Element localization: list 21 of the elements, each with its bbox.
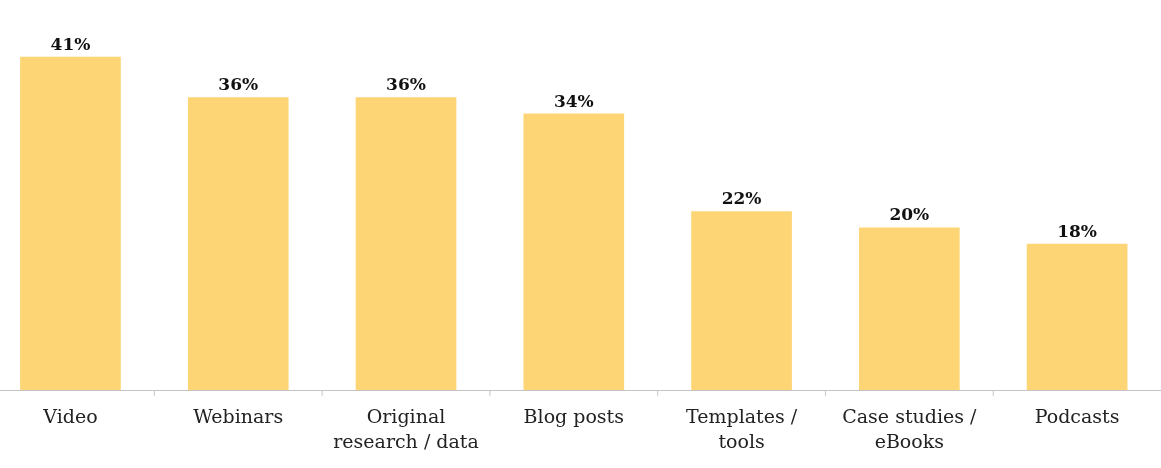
data-label: 36% bbox=[386, 74, 426, 95]
bar bbox=[859, 227, 960, 390]
x-tick-label: Video bbox=[42, 404, 98, 427]
x-tick-label: Blog posts bbox=[523, 404, 624, 427]
x-tick-label: Case studies / eBooks bbox=[842, 404, 978, 452]
data-label: 22% bbox=[721, 188, 762, 209]
x-tick-label: Webinars bbox=[193, 404, 284, 427]
data-label: 18% bbox=[1057, 220, 1098, 241]
bar bbox=[1026, 243, 1128, 390]
bar bbox=[187, 97, 289, 390]
x-tick-label: Original research / data bbox=[333, 404, 479, 452]
bar bbox=[691, 211, 792, 390]
bar bbox=[523, 113, 625, 390]
x-tick-label: Podcasts bbox=[1034, 404, 1120, 427]
data-label: 41% bbox=[50, 33, 91, 54]
bar bbox=[355, 97, 457, 390]
x-tick-label: Templates / tools bbox=[686, 404, 798, 452]
data-label: 20% bbox=[889, 204, 930, 225]
bar bbox=[20, 56, 121, 390]
data-label: 34% bbox=[553, 90, 594, 111]
data-label: 36% bbox=[218, 74, 259, 95]
